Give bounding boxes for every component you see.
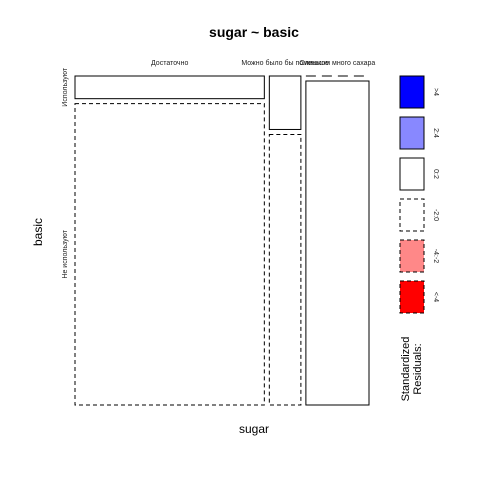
y-tick-label: Используют bbox=[62, 67, 69, 107]
legend-title-line1: Standardized bbox=[400, 337, 412, 402]
legend-swatch bbox=[400, 76, 424, 108]
legend-swatch bbox=[400, 240, 424, 272]
y-tick-label: Не используют bbox=[62, 229, 69, 278]
x-tick-label: Слишком много сахара bbox=[300, 60, 376, 67]
mosaic-cell bbox=[269, 76, 301, 129]
legend-entry-label: 0:2 bbox=[432, 169, 439, 179]
legend-swatch bbox=[400, 158, 424, 190]
legend-entry-label: -4:-2 bbox=[432, 249, 439, 264]
legend: Standardized Residuals: >4 2:4 0:2 -2:0 -4:-… bbox=[400, 76, 439, 401]
y-axis-label: basic bbox=[31, 218, 45, 246]
mosaic-cell bbox=[269, 134, 301, 405]
x-tick-label: Достаточно bbox=[151, 60, 188, 67]
legend-entry-label: <-4 bbox=[432, 292, 439, 302]
legend-entry-label: -2:0 bbox=[432, 209, 439, 221]
legend-swatch bbox=[400, 199, 424, 231]
legend-title-line2: Residuals: bbox=[412, 343, 424, 394]
mosaic-cell bbox=[75, 76, 264, 99]
chart-title: sugar ~ basic bbox=[209, 24, 299, 40]
legend-swatch bbox=[400, 117, 424, 149]
mosaic-cells bbox=[75, 76, 369, 405]
legend-entry-label: >4 bbox=[432, 88, 439, 96]
mosaic-cell bbox=[75, 104, 264, 405]
legend-entry-label: 2:4 bbox=[432, 128, 439, 138]
legend-swatch bbox=[400, 281, 424, 313]
x-axis-label: sugar bbox=[239, 422, 269, 436]
mosaic-cell bbox=[306, 81, 369, 405]
